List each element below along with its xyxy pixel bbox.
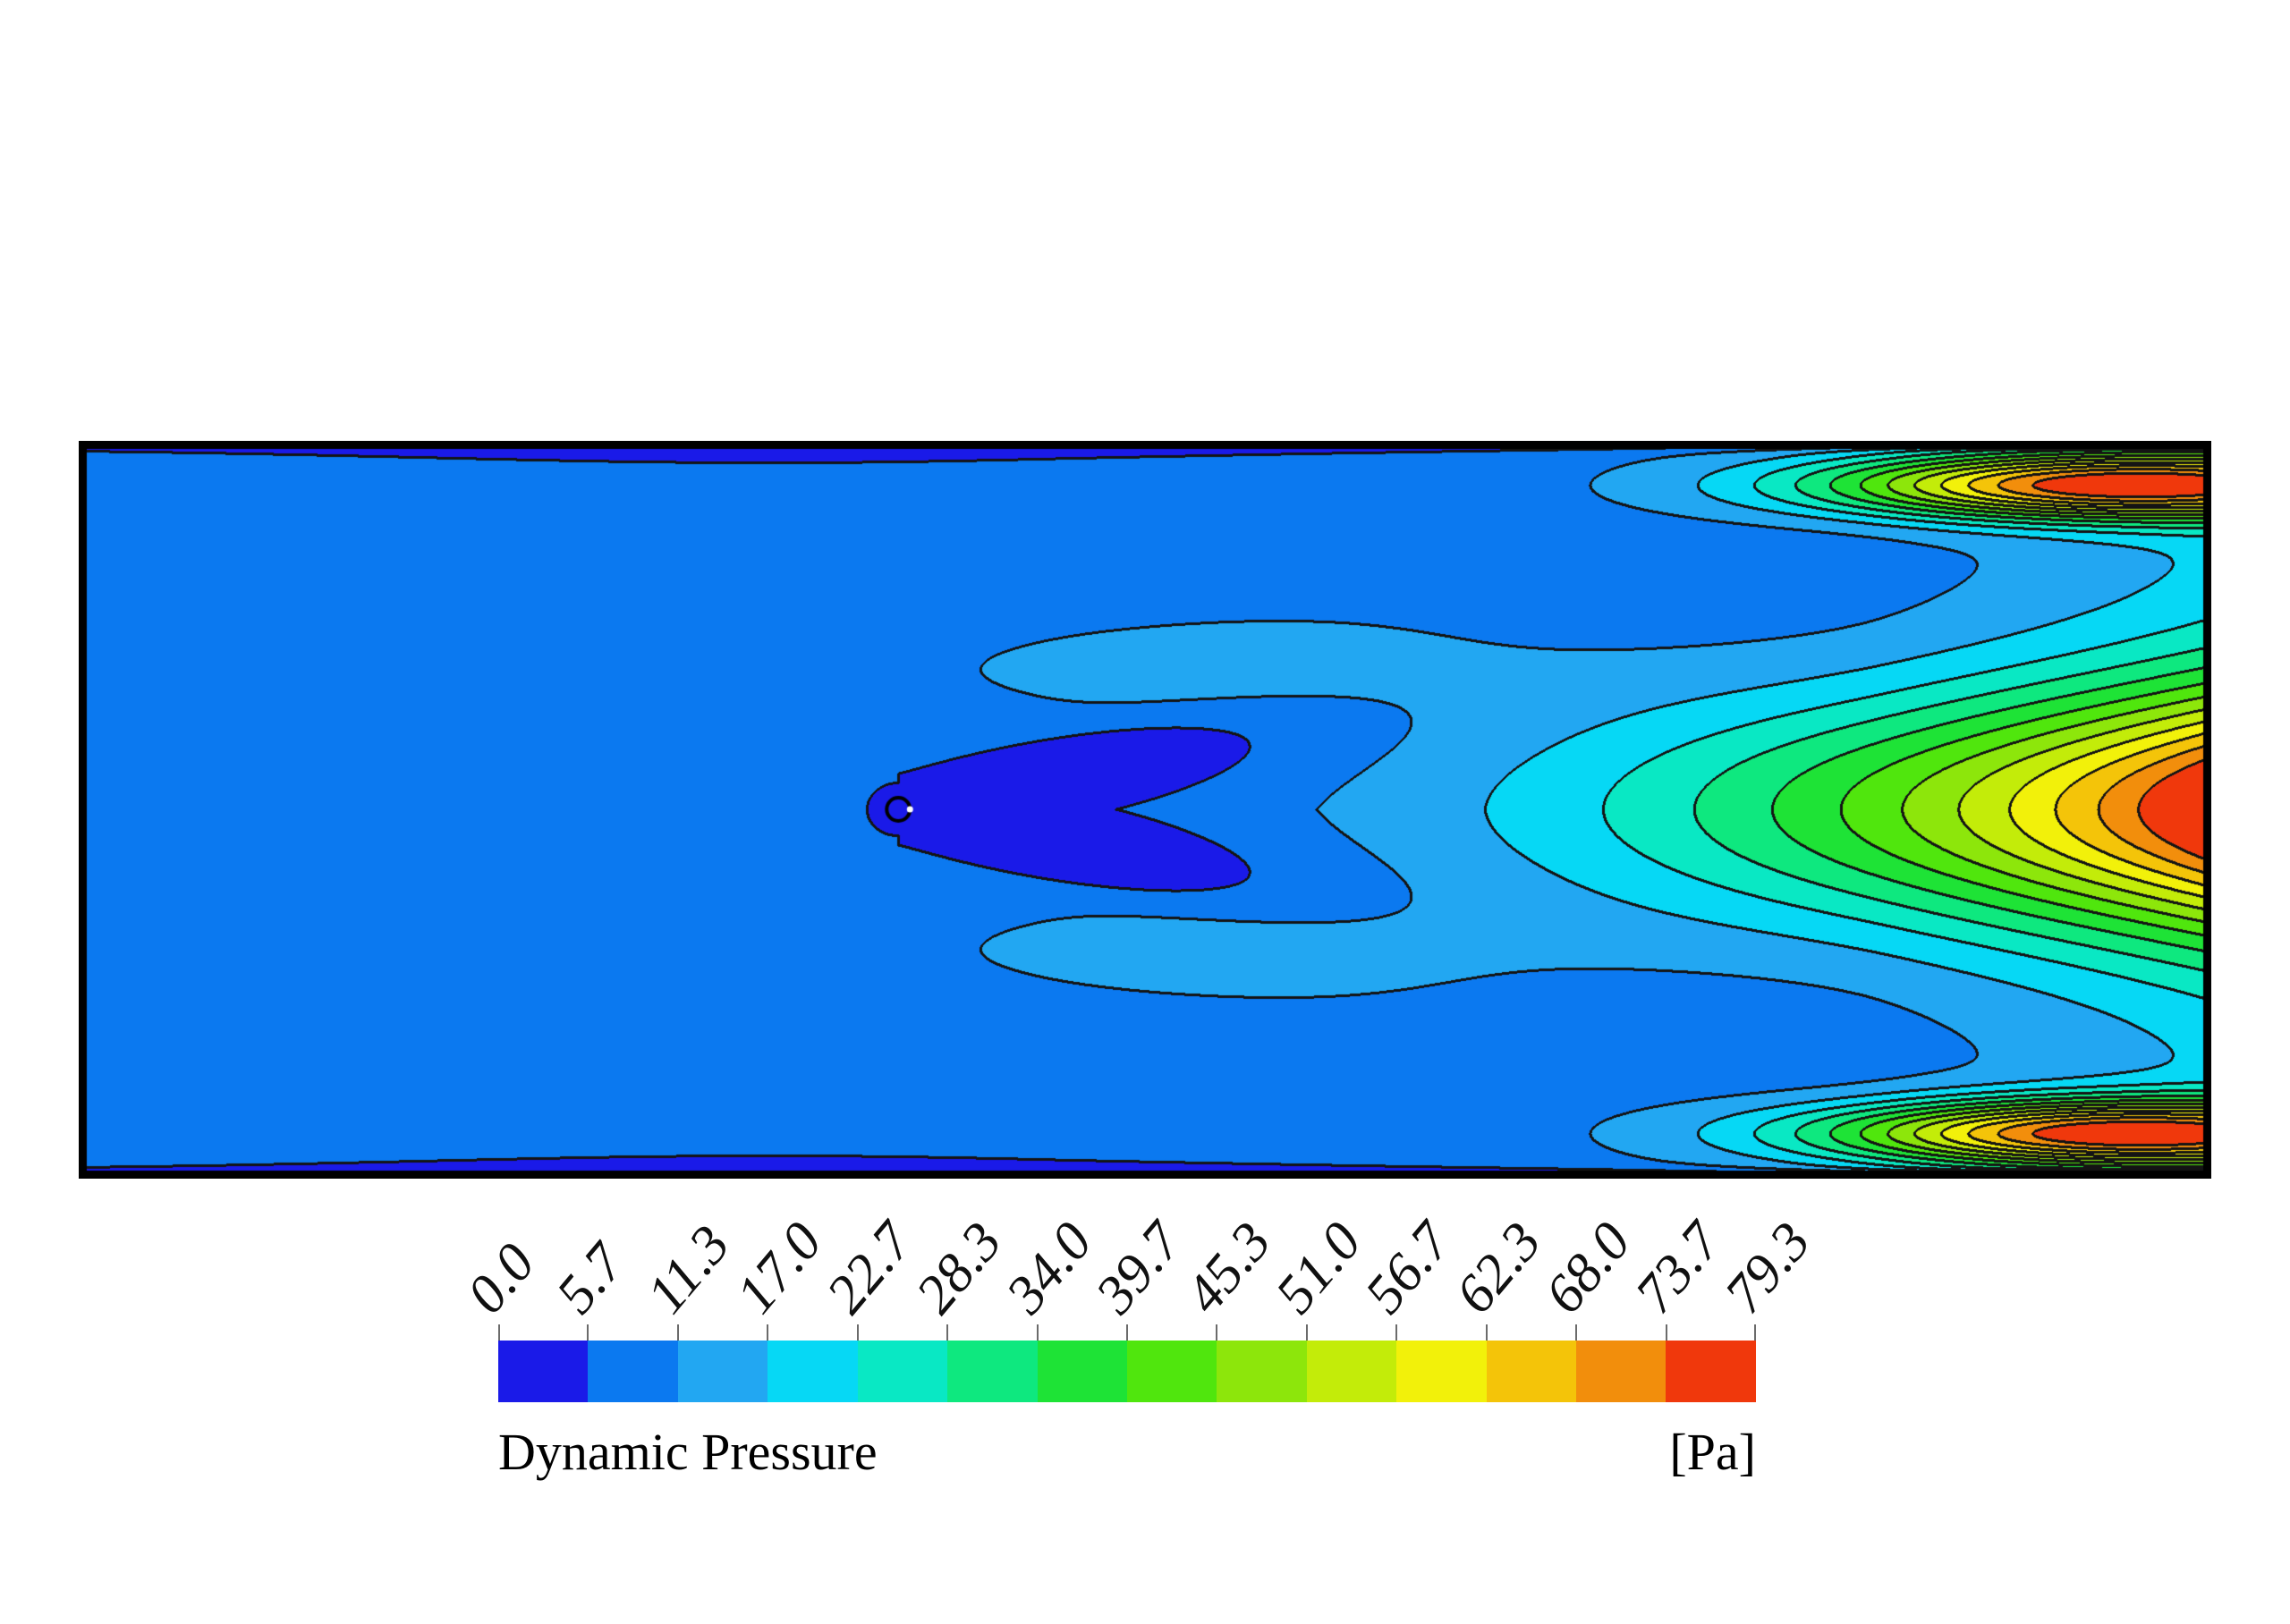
colorbar-band-5 xyxy=(947,1341,1038,1402)
colorbar-tick xyxy=(1216,1324,1218,1341)
colorbar-tick-label: 45.3 xyxy=(1174,1211,1284,1325)
colorbar-band-7 xyxy=(1126,1341,1217,1402)
colorbar-tick xyxy=(856,1324,859,1341)
colorbar-tick xyxy=(587,1324,589,1341)
colorbar-title: Dynamic Pressure xyxy=(498,1423,878,1481)
colorbar-band-13 xyxy=(1666,1341,1756,1402)
colorbar-tick xyxy=(1126,1324,1128,1341)
colorbar-tick xyxy=(1036,1324,1039,1341)
colorbar-band-12 xyxy=(1576,1341,1667,1402)
colorbar-tick xyxy=(1305,1324,1308,1341)
colorbar-tick-label: 17.0 xyxy=(725,1211,835,1325)
colorbar-band-9 xyxy=(1306,1341,1397,1402)
colorbar-legend: 0.0 5.7 11.3 17.0 22.7 28.3 34.0 39.7 45.3 51.0 56… xyxy=(455,1212,1822,1529)
colorbar-tick-label: 34.0 xyxy=(994,1211,1104,1325)
colorbar-tick xyxy=(1485,1324,1488,1341)
colorbar-tick-label: 79.3 xyxy=(1713,1211,1823,1325)
colorbar-tick-label: 39.7 xyxy=(1084,1211,1194,1325)
colorbar-band-4 xyxy=(857,1341,948,1402)
colorbar-tick-label: 51.0 xyxy=(1264,1211,1373,1325)
colorbar-tick-label: 5.7 xyxy=(545,1232,637,1325)
colorbar-tick xyxy=(1575,1324,1578,1341)
colorbar-band-2 xyxy=(677,1341,768,1402)
colorbar-tick xyxy=(1395,1324,1398,1341)
colorbar-unit: [Pa] xyxy=(1669,1423,1756,1481)
colorbar-band-3 xyxy=(768,1341,858,1402)
contour-field-canvas xyxy=(79,441,2211,1179)
colorbar-tick-label: 62.3 xyxy=(1444,1211,1553,1325)
colorbar-tick xyxy=(498,1324,500,1341)
colorbar-tick-label: 28.3 xyxy=(904,1211,1014,1325)
contour-plot-frame xyxy=(79,441,2211,1179)
colorbar-band-8 xyxy=(1217,1341,1307,1402)
colorbar-tick xyxy=(1665,1324,1667,1341)
colorbar-tick xyxy=(676,1324,679,1341)
colorbar-tick-label: 73.7 xyxy=(1623,1211,1733,1325)
colorbar-tick-label: 68.0 xyxy=(1533,1211,1643,1325)
colorbar-band-11 xyxy=(1486,1341,1577,1402)
colorbar-tick xyxy=(767,1324,769,1341)
colorbar-band-1 xyxy=(588,1341,678,1402)
colorbar-band-10 xyxy=(1396,1341,1487,1402)
colorbar-tick-label: 11.3 xyxy=(635,1214,742,1325)
colorbar-tick-label: 22.7 xyxy=(815,1211,924,1325)
colorbar-tick-label: 56.7 xyxy=(1353,1211,1463,1325)
colorbar-tick xyxy=(1754,1324,1756,1341)
colorbar xyxy=(498,1341,1756,1402)
colorbar-band-6 xyxy=(1037,1341,1127,1402)
colorbar-tick-label: 0.0 xyxy=(455,1232,547,1325)
colorbar-tick xyxy=(946,1324,949,1341)
colorbar-band-0 xyxy=(498,1341,589,1402)
